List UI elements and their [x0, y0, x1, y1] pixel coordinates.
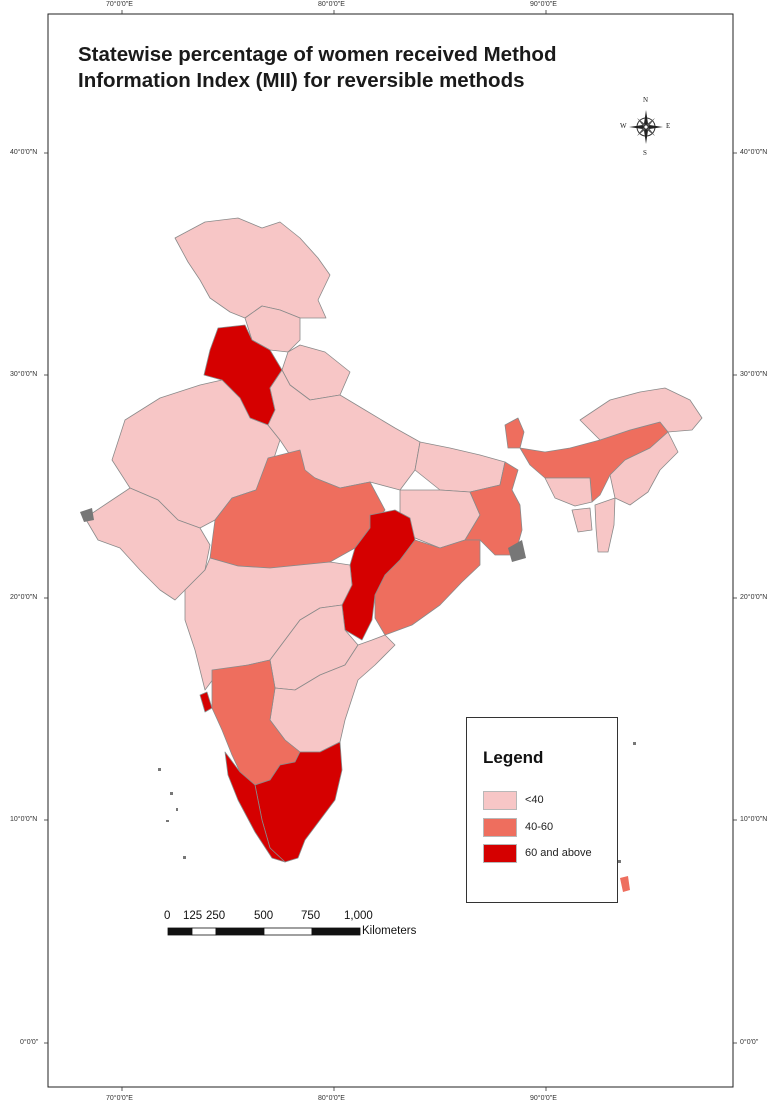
region-gujarat-nodata	[80, 508, 94, 522]
lat-label-left-10: 10°0'0"N	[10, 816, 38, 823]
lat-label-right-10: 10°0'0"N	[740, 816, 768, 823]
region-chhattisgarh	[341, 509, 416, 641]
map-neatline	[47, 13, 734, 1088]
legend-label-low: <40	[525, 794, 544, 806]
lat-label-left-0: 0°0'0"	[20, 1039, 39, 1046]
region-nagaland-manipur	[609, 431, 679, 506]
lat-label-right-0: 0°0'0"	[740, 1039, 759, 1046]
lon-label-bottom-80: 80°0'0"E	[318, 1095, 345, 1102]
region-sikkim	[504, 417, 525, 449]
legend-title: Legend	[483, 748, 544, 767]
legend-swatch-low	[483, 791, 517, 810]
region-uttar-pradesh	[267, 369, 421, 491]
lon-label-top-70: 70°0'0"E	[106, 1, 133, 8]
region-kerala	[224, 751, 286, 863]
compass-north: N	[643, 96, 649, 104]
legend-label-mid: 40-60	[525, 821, 554, 833]
legend-swatch-high	[483, 844, 517, 863]
scale-label-250: 250	[206, 910, 226, 922]
scale-label-125: 125	[183, 910, 203, 922]
scale-label-1000: 1,000	[344, 910, 373, 922]
map-title-line-1: Statewise percentage of women received M…	[78, 43, 557, 66]
lon-label-bottom-90: 90°0'0"E	[530, 1095, 557, 1102]
region-odisha	[374, 539, 481, 636]
lon-label-top-80: 80°0'0"E	[318, 1, 345, 8]
lon-label-top-90: 90°0'0"E	[530, 1, 557, 8]
region-madhya-pradesh	[209, 449, 386, 569]
islands-lakshadweep	[158, 768, 186, 859]
lat-label-right-30: 30°0'0"N	[740, 371, 768, 378]
region-meghalaya	[544, 477, 593, 507]
lon-label-bottom-70: 70°0'0"E	[106, 1095, 133, 1102]
region-goa	[199, 691, 213, 713]
scale-label-500: 500	[254, 910, 274, 922]
lat-label-right-40: 40°0'0"N	[740, 149, 768, 156]
lat-label-right-20: 20°0'0"N	[740, 594, 768, 601]
region-west-bengal	[464, 461, 523, 556]
region-arunachal	[579, 387, 703, 441]
lat-label-left-30: 30°0'0"N	[10, 371, 38, 378]
lat-label-left-40: 40°0'0"N	[10, 149, 38, 156]
scale-label-0: 0	[164, 910, 171, 922]
region-jammu-kashmir	[174, 217, 331, 319]
scale-bar	[167, 927, 361, 936]
compass-east: E	[666, 122, 671, 130]
region-tripura	[571, 507, 593, 533]
map-title: Statewise percentage of women received M…	[78, 42, 556, 94]
legend: Legend <40 40-60 60 and above	[466, 717, 618, 903]
compass-icon	[629, 110, 663, 144]
scale-unit: Kilometers	[362, 925, 417, 937]
region-mizoram	[594, 497, 616, 553]
scale-label-750: 750	[301, 910, 321, 922]
grid-ticks	[44, 10, 737, 1091]
compass-south: S	[643, 149, 647, 157]
legend-label-high: 60 and above	[525, 847, 592, 859]
legend-swatch-mid	[483, 818, 517, 837]
lat-label-left-20: 20°0'0"N	[10, 594, 38, 601]
region-sundarbans-nodata	[508, 540, 526, 562]
compass-west: W	[620, 122, 627, 130]
region-bihar	[414, 441, 506, 493]
map-title-line-2: Information Index (MII) for reversible m…	[78, 69, 525, 92]
